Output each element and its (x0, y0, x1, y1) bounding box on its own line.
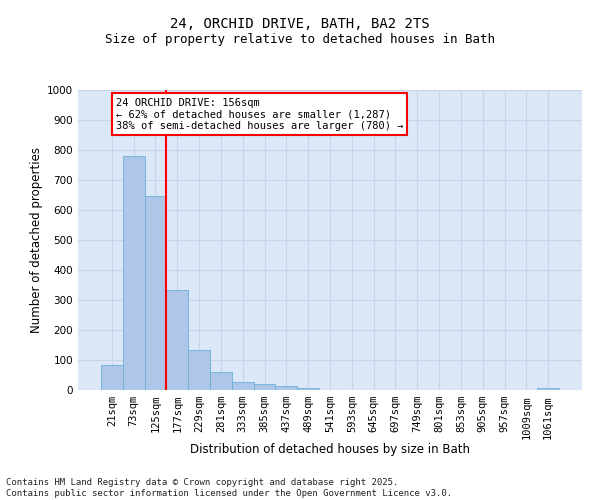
Bar (537, 388, 559, 390)
Bar (123, 156, 145, 390)
Text: Contains HM Land Registry data © Crown copyright and database right 2025.
Contai: Contains HM Land Registry data © Crown c… (6, 478, 452, 498)
Text: 24 ORCHID DRIVE: 156sqm
← 62% of detached houses are smaller (1,287)
38% of semi: 24 ORCHID DRIVE: 156sqm ← 62% of detache… (116, 98, 403, 130)
Bar (254, 384, 275, 390)
Bar (232, 382, 254, 390)
Bar (188, 350, 210, 390)
Bar (166, 290, 188, 390)
Bar (275, 386, 297, 390)
Bar (145, 196, 166, 390)
Text: 24, ORCHID DRIVE, BATH, BA2 2TS: 24, ORCHID DRIVE, BATH, BA2 2TS (170, 18, 430, 32)
X-axis label: Distribution of detached houses by size in Bath: Distribution of detached houses by size … (190, 443, 470, 456)
Bar (101, 364, 123, 390)
Bar (210, 372, 232, 390)
Y-axis label: Number of detached properties: Number of detached properties (30, 147, 43, 333)
Bar (297, 388, 319, 390)
Text: Size of property relative to detached houses in Bath: Size of property relative to detached ho… (105, 32, 495, 46)
